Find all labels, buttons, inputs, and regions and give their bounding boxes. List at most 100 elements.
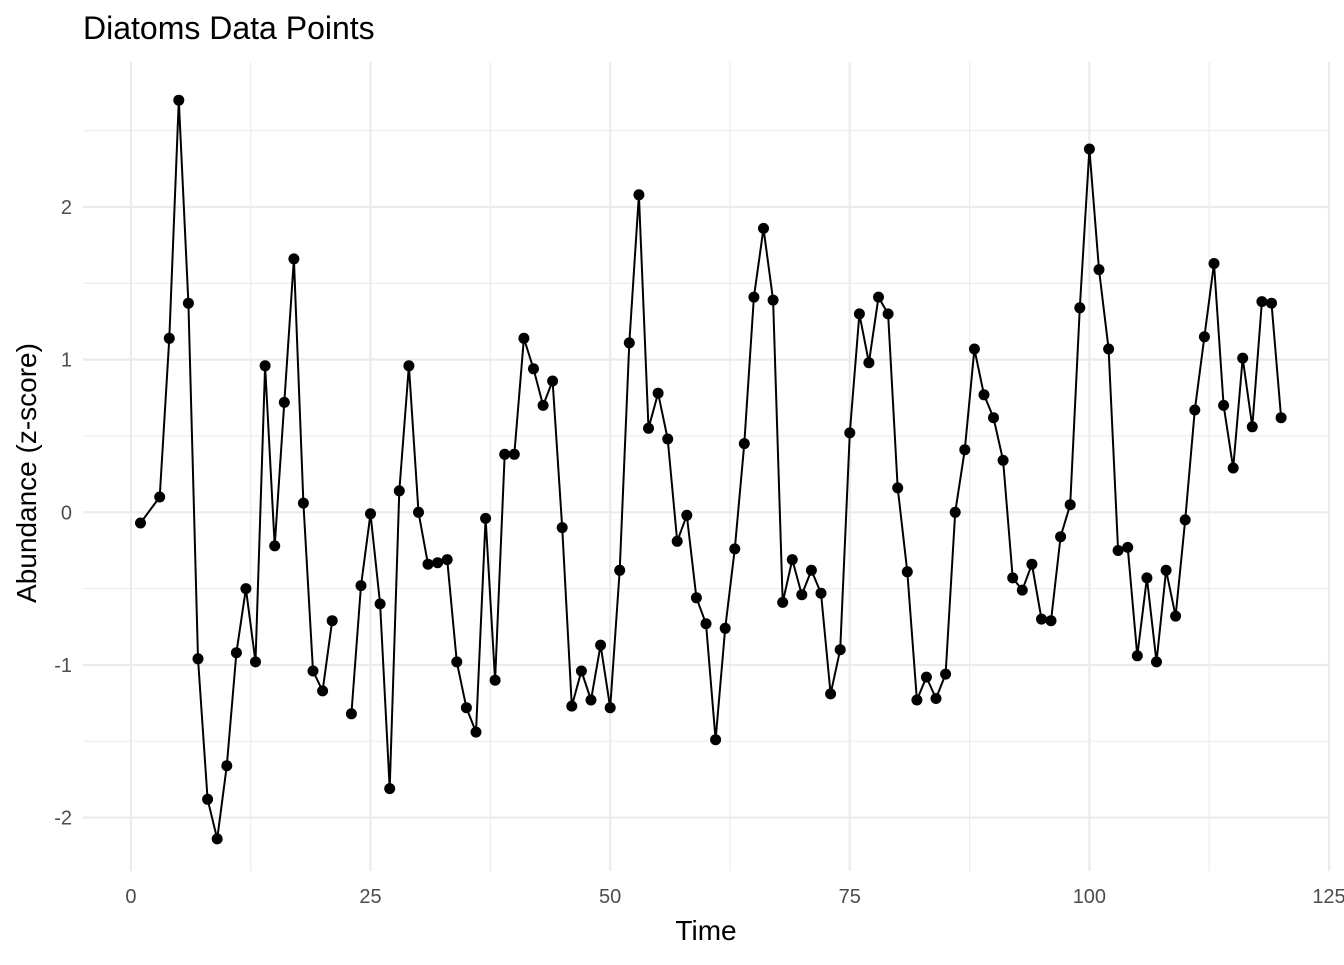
- data-point: [1218, 399, 1230, 411]
- data-point: [163, 332, 175, 344]
- data-point: [182, 297, 194, 309]
- data-point: [413, 506, 424, 518]
- data-point: [681, 509, 693, 521]
- data-point: [1093, 264, 1105, 276]
- data-point: [882, 308, 894, 320]
- data-point: [575, 665, 587, 677]
- data-point: [1036, 613, 1047, 625]
- data-point: [269, 540, 281, 552]
- data-point: [384, 783, 396, 795]
- data-point: [259, 360, 271, 372]
- data-point: [901, 566, 913, 578]
- data-point: [250, 656, 261, 668]
- data-point: [508, 448, 520, 460]
- data-point: [1131, 650, 1143, 662]
- data-point: [805, 564, 817, 576]
- data-point: [470, 726, 482, 738]
- data-point: [1266, 297, 1277, 309]
- data-point: [518, 332, 530, 344]
- x-tick-label: 50: [599, 886, 621, 908]
- data-point: [297, 497, 309, 509]
- data-point: [1074, 302, 1086, 314]
- y-tick-label: -1: [54, 655, 72, 677]
- data-point: [173, 94, 185, 106]
- data-point: [786, 554, 798, 566]
- data-point: [1198, 331, 1210, 343]
- y-tick-label: 0: [61, 502, 72, 524]
- series-line: [139, 99, 1283, 840]
- data-point: [1237, 352, 1249, 364]
- data-point: [834, 644, 846, 656]
- data-point: [1122, 541, 1134, 553]
- data-point: [317, 685, 329, 697]
- data-point: [710, 734, 722, 746]
- data-point: [1227, 462, 1239, 474]
- data-point: [240, 583, 252, 595]
- grid: [83, 62, 1331, 871]
- y-axis-ticks: -2 -1 0 1 2: [54, 197, 72, 830]
- data-point: [633, 189, 645, 201]
- data-point: [192, 653, 204, 665]
- data-point: [1112, 545, 1124, 556]
- data-point: [422, 558, 434, 570]
- data-point: [326, 615, 338, 627]
- data-point: [374, 598, 386, 610]
- data-point: [393, 485, 405, 497]
- data-point: [221, 760, 233, 772]
- data-point: [748, 291, 760, 303]
- data-point: [997, 454, 1009, 466]
- data-point: [796, 589, 808, 601]
- data-point: [949, 506, 961, 518]
- data-point: [758, 222, 769, 234]
- data-point: [230, 647, 242, 659]
- data-point: [1055, 531, 1067, 543]
- data-point: [355, 580, 367, 592]
- data-point: [1189, 404, 1201, 416]
- data-point: [700, 618, 712, 630]
- data-point: [135, 517, 146, 529]
- x-tick-label: 25: [359, 886, 381, 908]
- x-axis-ticks: 0 25 50 75 100 125: [125, 886, 1344, 908]
- data-point: [528, 363, 539, 375]
- data-point: [940, 668, 952, 680]
- data-point: [460, 702, 472, 714]
- data-point: [585, 694, 597, 706]
- y-axis-title: Abundance (z-score): [11, 343, 42, 603]
- y-tick-label: 2: [61, 197, 72, 219]
- data-point: [930, 693, 942, 704]
- x-tick-label: 100: [1073, 886, 1106, 908]
- data-point: [911, 694, 923, 706]
- data-point: [853, 308, 865, 320]
- data-point: [815, 587, 827, 599]
- y-tick-label: 1: [61, 350, 72, 372]
- data-point: [604, 702, 616, 714]
- data-point: [547, 375, 559, 387]
- data-point: [489, 674, 501, 686]
- data-point: [1275, 412, 1287, 424]
- data-point: [978, 389, 990, 401]
- data-point: [1064, 499, 1076, 511]
- data-point: [278, 396, 290, 408]
- x-tick-label: 75: [839, 886, 861, 908]
- chart-title: Diatoms Data Points: [83, 10, 375, 46]
- data-point: [288, 253, 300, 265]
- data-point: [566, 700, 578, 712]
- data-point: [595, 639, 607, 651]
- data-point: [892, 482, 904, 494]
- data-point: [1170, 610, 1182, 622]
- data-point: [920, 671, 932, 683]
- data-point: [154, 491, 166, 503]
- data-point: [959, 444, 971, 456]
- data-point: [403, 360, 415, 372]
- data-point: [623, 337, 635, 349]
- data-point: [345, 708, 357, 720]
- data-point: [1007, 572, 1019, 584]
- data-point: [1179, 514, 1191, 526]
- data-point: [1256, 296, 1268, 308]
- data-point: [1026, 558, 1038, 570]
- data-point: [719, 622, 731, 634]
- data-point: [988, 412, 999, 424]
- x-axis-title: Time: [675, 915, 736, 946]
- data-point: [1160, 564, 1172, 576]
